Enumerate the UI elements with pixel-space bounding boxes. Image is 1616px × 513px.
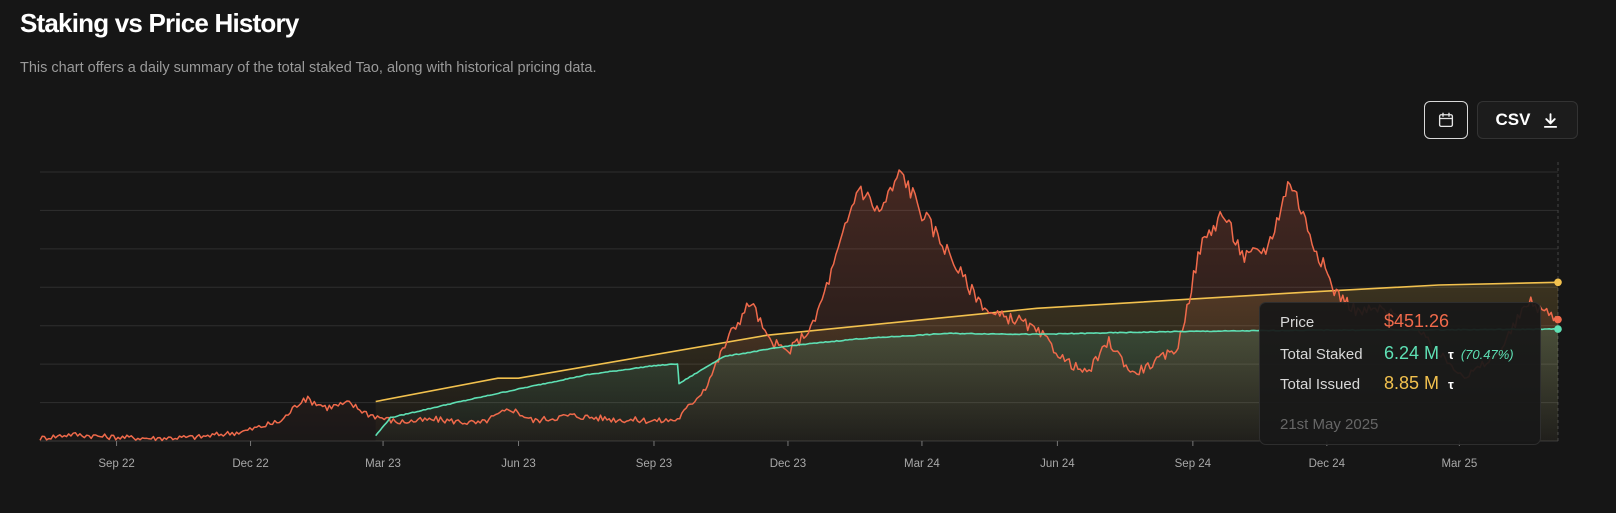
x-tick-label: Dec 24: [1309, 458, 1346, 470]
tooltip-price-value: $451.26: [1384, 311, 1450, 331]
tooltip-price-label: Price: [1280, 314, 1315, 331]
x-tick-label: Jun 24: [1040, 458, 1075, 470]
csv-label: CSV: [1495, 110, 1531, 129]
tooltip-price-row: Price $451.26: [1280, 311, 1449, 332]
tooltip-date: 21st May 2025: [1280, 416, 1379, 433]
download-icon: [1544, 112, 1558, 128]
x-tick-label: Dec 23: [770, 458, 806, 470]
tooltip-issued-label: Total Issued: [1280, 376, 1361, 393]
x-tick-label: Jun 23: [501, 458, 536, 470]
total-staked-end-dot: [1554, 325, 1562, 333]
tooltip-issued-row: Total Issued 8.85 M τ: [1280, 373, 1454, 394]
x-tick-label: Sep 24: [1175, 458, 1212, 470]
price-line: [39, 169, 1559, 442]
tooltip-staked-label: Total Staked: [1280, 346, 1363, 363]
tooltip-staked-percent: (70.47%): [1460, 347, 1514, 362]
x-tick-label: Dec 22: [232, 458, 268, 470]
x-tick-label: Mar 23: [365, 458, 401, 470]
tao-icon: τ: [1448, 347, 1454, 362]
tooltip-staked-row: Total Staked 6.24 M τ (70.47%): [1280, 343, 1514, 364]
price-end-dot: [1554, 315, 1562, 324]
tooltip-staked-value: 6.24 M: [1384, 343, 1440, 363]
csv-download-button[interactable]: CSV: [1477, 101, 1578, 139]
x-tick-label: Mar 24: [904, 458, 940, 470]
tao-icon: τ: [1448, 377, 1454, 392]
x-tick-label: Sep 23: [636, 458, 672, 470]
page-subtitle: This chart offers a daily summary of the…: [20, 60, 597, 76]
hover-tooltip: Price $451.26 Total Staked 6.24 M τ (70.…: [1259, 302, 1541, 445]
x-tick-label: Sep 22: [98, 458, 134, 470]
x-axis: Sep 22 Dec 22 Mar 23 Jun 23 Sep 23 Dec 23 Mar …: [98, 441, 1477, 470]
tooltip-issued-value: 8.85 M: [1384, 373, 1440, 393]
total-issued-end-dot: [1554, 278, 1562, 287]
chart-toolbar: CSV: [1424, 101, 1578, 139]
calendar-icon: [1438, 112, 1454, 128]
total-issued-line: [375, 281, 1559, 403]
date-range-button[interactable]: [1424, 101, 1468, 139]
x-tick-label: Mar 25: [1441, 458, 1477, 470]
page-title: Staking vs Price History: [20, 8, 299, 38]
